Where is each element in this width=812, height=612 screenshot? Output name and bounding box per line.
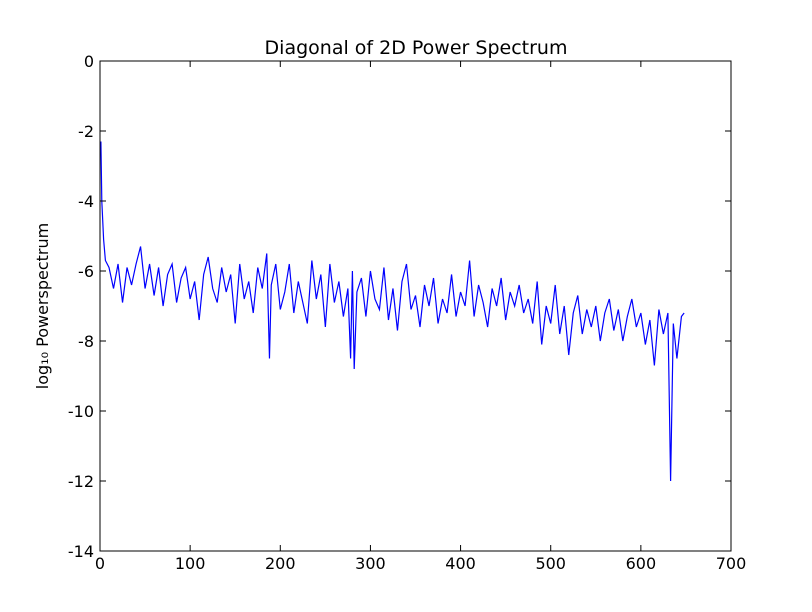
- y-tick-label: -12: [68, 472, 94, 491]
- chart-title: Diagonal of 2D Power Spectrum: [265, 37, 568, 59]
- y-tick-label: -14: [68, 542, 94, 561]
- plot-frame: [99, 60, 732, 552]
- y-tick-label: -10: [68, 402, 94, 421]
- x-tick-label: 300: [355, 554, 386, 573]
- x-tick-label: 500: [535, 554, 566, 573]
- x-tick-label: 400: [445, 554, 476, 573]
- y-tick-label: -4: [78, 192, 94, 211]
- x-tick-label: 0: [95, 554, 105, 573]
- x-tick-label: 200: [265, 554, 296, 573]
- y-tick-label: 0: [84, 52, 94, 71]
- x-tick-label: 600: [626, 554, 657, 573]
- y-axis-label: log₁₀ Powerspectrum: [33, 223, 52, 389]
- y-tick-label: -6: [78, 262, 94, 281]
- x-tick-label: 700: [716, 554, 747, 573]
- data-line: [100, 141, 685, 482]
- y-tick-label: -2: [78, 122, 94, 141]
- y-tick-label: -8: [78, 332, 94, 351]
- x-tick-label: 100: [175, 554, 206, 573]
